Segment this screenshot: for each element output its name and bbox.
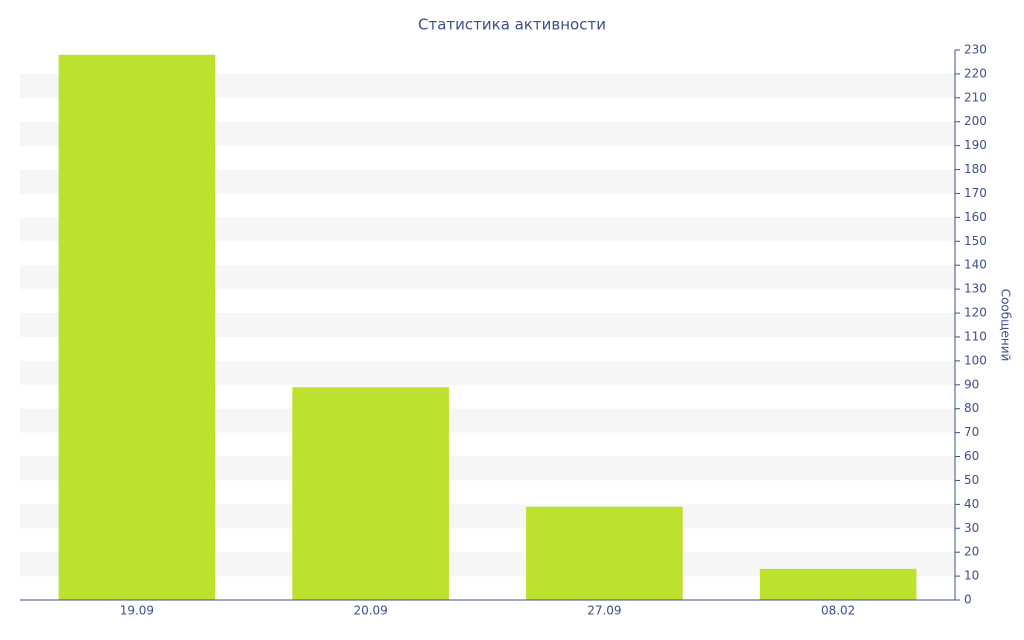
- y-tick-label: 90: [964, 377, 979, 391]
- grid-band: [20, 169, 955, 194]
- y-tick-label: 50: [964, 473, 979, 487]
- y-tick-label: 80: [964, 401, 979, 415]
- y-tick-label: 230: [964, 43, 987, 57]
- grid-band: [20, 504, 955, 529]
- y-tick-label: 130: [964, 282, 987, 296]
- y-tick-label: 140: [964, 258, 987, 272]
- y-tick-label: 190: [964, 138, 987, 152]
- y-tick-label: 110: [964, 329, 987, 343]
- y-tick-label: 30: [964, 521, 979, 535]
- y-tick-label: 220: [964, 66, 987, 80]
- y-tick-label: 20: [964, 545, 979, 559]
- y-tick-label: 10: [964, 569, 979, 583]
- grid-band: [20, 265, 955, 290]
- y-tick-label: 70: [964, 425, 979, 439]
- x-tick-label: 08.02: [821, 604, 855, 618]
- grid-band: [20, 73, 955, 98]
- y-tick-label: 170: [964, 186, 987, 200]
- y-tick-label: 160: [964, 210, 987, 224]
- bar: [526, 506, 683, 600]
- grid-band: [20, 313, 955, 337]
- y-tick-label: 150: [964, 234, 987, 248]
- bar: [292, 387, 449, 600]
- y-tick-label: 60: [964, 449, 979, 463]
- y-tick-label: 120: [964, 306, 987, 320]
- y-tick-label: 200: [964, 114, 987, 128]
- y-tick-label: 40: [964, 497, 979, 511]
- chart-title: Статистика активности: [418, 16, 606, 34]
- x-tick-label: 27.09: [587, 604, 621, 618]
- y-tick-label: 0: [964, 593, 972, 607]
- grid-band: [20, 408, 955, 433]
- grid-band: [20, 121, 955, 146]
- grid-band: [20, 456, 955, 481]
- grid-band: [20, 552, 955, 577]
- y-tick-label: 210: [964, 90, 987, 104]
- y-tick-label: 180: [964, 162, 987, 176]
- y-axis-label: Сообщений: [999, 289, 1013, 362]
- grid-band: [20, 360, 955, 385]
- bar: [58, 54, 216, 601]
- y-tick-label: 100: [964, 353, 987, 367]
- grid-band: [20, 217, 955, 242]
- x-tick-label: 19.09: [120, 604, 154, 618]
- bar: [759, 568, 917, 600]
- x-tick-label: 20.09: [353, 604, 387, 618]
